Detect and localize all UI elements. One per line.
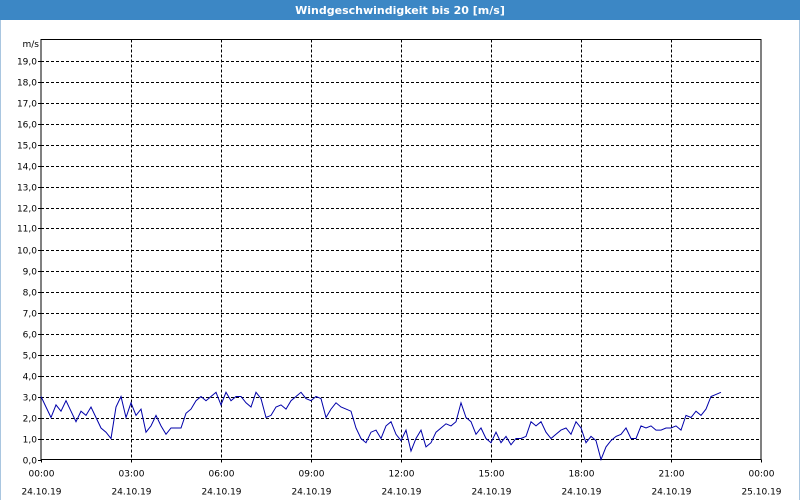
x-tick-date-label: 24.10.19 — [21, 488, 61, 498]
y-tick-label: 17,0 — [17, 100, 37, 110]
y-tick-label: 19,0 — [17, 58, 37, 68]
x-tick-date-label: 24.10.19 — [381, 488, 421, 498]
y-tick-label: 0,0 — [23, 457, 38, 467]
wind-speed-chart: m/s 0,0 1,0 2,0 3,0 4,0 5,0 6,0 7,0 8,0 9,0 10,0 11… — [17, 39, 782, 498]
x-tick-date-label: 24.10.19 — [471, 488, 511, 498]
y-tick-label: 16,0 — [17, 121, 37, 131]
y-tick-label: 9,0 — [23, 268, 38, 278]
y-axis-unit-label: m/s — [23, 40, 40, 50]
x-tick-date-label: 24.10.19 — [561, 488, 601, 498]
y-tick-label: 6,0 — [23, 331, 38, 341]
x-tick-time-label: 00:00 — [29, 470, 55, 480]
wind-speed-series-line — [40, 391, 722, 462]
y-tick-label: 7,0 — [23, 310, 38, 320]
x-tick-time-label: 21:00 — [659, 470, 685, 480]
y-tick-label: 3,0 — [23, 394, 38, 404]
y-tick-label: 5,0 — [23, 352, 38, 362]
grid-lines — [41, 39, 761, 460]
x-tick-time-label: 18:00 — [569, 470, 595, 480]
x-tick-time-label: 12:00 — [389, 470, 415, 480]
y-tick-label: 10,0 — [17, 247, 37, 257]
chart-area: m/s 0,0 1,0 2,0 3,0 4,0 5,0 6,0 7,0 8,0 9,0 10,0 11… — [0, 20, 800, 500]
x-tick-date-label: 24.10.19 — [651, 488, 691, 498]
y-tick-label: 14,0 — [17, 163, 37, 173]
x-tick-time-label: 00:00 — [749, 470, 775, 480]
x-tick-time-label: 15:00 — [479, 470, 505, 480]
y-tick-label: 11,0 — [17, 225, 37, 235]
y-tick-label: 2,0 — [23, 415, 38, 425]
y-tick-label: 12,0 — [17, 205, 37, 215]
y-tick-label: 1,0 — [23, 436, 38, 446]
x-tick-time-label: 06:00 — [209, 470, 235, 480]
y-tick-label: 4,0 — [23, 373, 38, 383]
y-tick-label: 8,0 — [23, 289, 38, 299]
chart-title: Windgeschwindigkeit bis 20 [m/s] — [0, 0, 800, 20]
y-axis-ticks: 0,0 1,0 2,0 3,0 4,0 5,0 6,0 7,0 8,0 9,0 10,0 11,0 12… — [17, 58, 41, 467]
x-tick-time-label: 03:00 — [119, 470, 145, 480]
y-tick-label: 18,0 — [17, 79, 37, 89]
y-tick-label: 13,0 — [17, 184, 37, 194]
x-tick-date-label: 25.10.19 — [741, 488, 781, 498]
x-axis-ticks: 00:00 24.10.19 03:00 24.10.19 06:00 24.10.19 0… — [21, 459, 782, 498]
x-tick-date-label: 24.10.19 — [201, 488, 241, 498]
y-tick-label: 15,0 — [17, 142, 37, 152]
x-tick-time-label: 09:00 — [299, 470, 325, 480]
series-layer — [40, 391, 722, 462]
x-tick-date-label: 24.10.19 — [111, 488, 151, 498]
x-tick-date-label: 24.10.19 — [291, 488, 331, 498]
